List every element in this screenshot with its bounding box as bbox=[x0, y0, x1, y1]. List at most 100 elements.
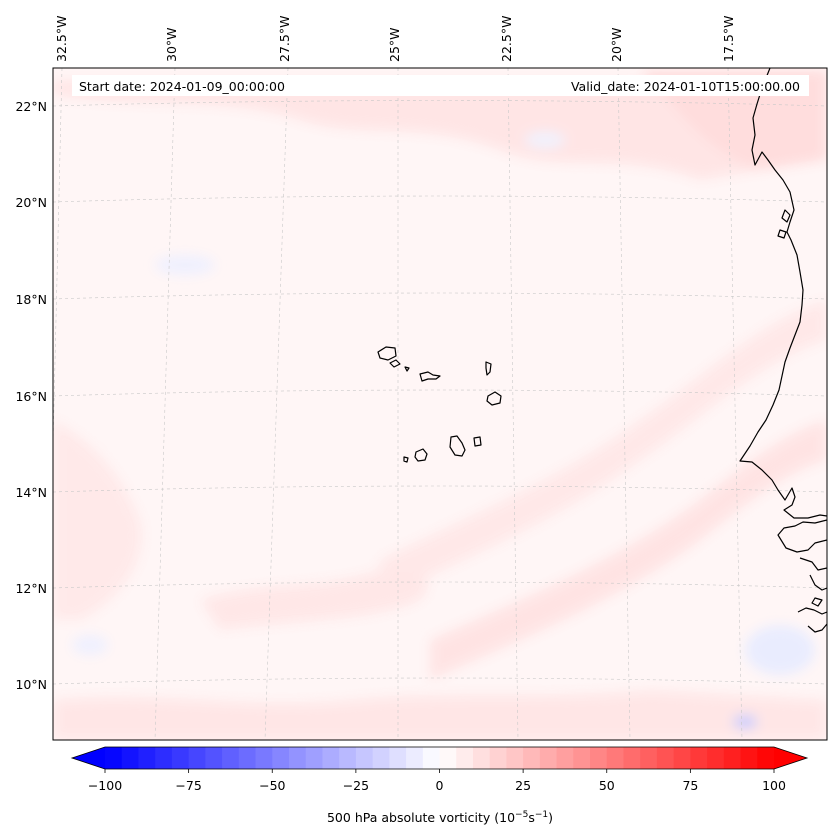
colorbar-segment bbox=[707, 747, 725, 769]
lat-label-10n: 10°N bbox=[15, 677, 47, 692]
island-fogo bbox=[414, 448, 428, 462]
coastline bbox=[739, 68, 827, 633]
colorbar-segment bbox=[590, 747, 608, 769]
parallel-20n bbox=[53, 195, 827, 203]
cb-tick-label: 75 bbox=[682, 778, 698, 793]
cb-tick-label: −25 bbox=[343, 778, 369, 793]
colorbar-segment bbox=[422, 747, 441, 769]
map-frame bbox=[52, 67, 828, 741]
vorticity-band-diagonal-1 bbox=[380, 300, 827, 600]
colorbar-segment bbox=[472, 747, 491, 769]
graticule bbox=[53, 68, 827, 740]
colorbar-segment bbox=[121, 747, 140, 769]
lon-label-20w: 20°W bbox=[609, 27, 624, 62]
lat-label-20n: 20°N bbox=[15, 195, 47, 210]
colorbar-segment bbox=[138, 747, 156, 769]
cape-verde-islands bbox=[377, 346, 502, 463]
colorbar-segment bbox=[272, 747, 290, 769]
colorbar-segment bbox=[506, 747, 524, 769]
longitude-labels: 32.5°W 30°W 27.5°W 25°W 22.5°W 20°W 17.5… bbox=[54, 16, 736, 62]
lat-label-16n: 16°N bbox=[15, 389, 47, 404]
vorticity-blue-patch-5 bbox=[733, 715, 757, 729]
meridian-22-5w bbox=[507, 68, 519, 740]
colorbar-extend-min bbox=[72, 747, 105, 769]
colorbar-ticks bbox=[104, 769, 775, 773]
cb-tick-label: 25 bbox=[515, 778, 531, 793]
africa-coastline bbox=[739, 68, 827, 519]
colorbar-tick-labels: −100 −75 −50 −25 0 25 50 75 100 bbox=[88, 778, 786, 793]
colorbar-segment bbox=[640, 747, 658, 769]
cb-tick-label: −100 bbox=[88, 778, 122, 793]
colorbar-segment bbox=[188, 747, 206, 769]
parallel-12n bbox=[53, 581, 827, 589]
colorbar-segment bbox=[556, 747, 574, 769]
vorticity-blue-patch-3 bbox=[72, 635, 108, 655]
cb-tick-label: 0 bbox=[436, 778, 444, 793]
colorbar-segment bbox=[523, 747, 541, 769]
vorticity-band-mid bbox=[200, 567, 428, 630]
island-santiago bbox=[449, 435, 466, 457]
colorbar-segment bbox=[389, 747, 407, 769]
vorticity-blue-patch-4 bbox=[745, 625, 815, 675]
colorbar-segment bbox=[288, 747, 307, 769]
colorbar-segment bbox=[723, 747, 742, 769]
start-date-label: Start date: 2024-01-09_00:00:00 bbox=[79, 79, 285, 94]
meridian-20w bbox=[617, 68, 631, 740]
coast-bissau bbox=[777, 519, 827, 553]
vorticity-blue-patch-1 bbox=[155, 255, 215, 275]
colorbar: −100 −75 −50 −25 0 25 50 75 100 500 hPa … bbox=[70, 746, 809, 825]
vorticity-band-west bbox=[53, 420, 142, 620]
cb-tick-label: 100 bbox=[762, 778, 786, 793]
colorbar-segment bbox=[656, 747, 675, 769]
colorbar-segment bbox=[740, 747, 758, 769]
lon-label-22-5w: 22.5°W bbox=[499, 16, 514, 62]
colorbar-segment bbox=[171, 747, 190, 769]
cb-tick-label: 50 bbox=[599, 778, 615, 793]
island-santo-antao bbox=[377, 346, 397, 361]
colorbar-segment bbox=[606, 747, 625, 769]
vorticity-band-south bbox=[53, 690, 827, 740]
map-panel bbox=[53, 68, 827, 740]
colorbar-label: 500 hPa absolute vorticity (10−5s−1) bbox=[327, 810, 553, 825]
cb-tick-label: −50 bbox=[259, 778, 285, 793]
colorbar-segment bbox=[439, 747, 457, 769]
parallel-10n bbox=[53, 677, 827, 685]
island-maio bbox=[473, 436, 482, 447]
lon-label-25w: 25°W bbox=[387, 27, 402, 62]
island-santa-luzia bbox=[404, 366, 410, 372]
colorbar-segment bbox=[105, 747, 123, 769]
colorbar-segment bbox=[339, 747, 357, 769]
vorticity-band-north bbox=[53, 80, 760, 180]
colorbar-segment bbox=[456, 747, 474, 769]
colorbar-segment bbox=[489, 747, 508, 769]
cb-tick-label: −75 bbox=[175, 778, 201, 793]
island-sao-vicente bbox=[389, 359, 401, 368]
coast-guinea-2 bbox=[809, 574, 827, 591]
island-sao-nicolau bbox=[419, 371, 441, 382]
colorbar-segment bbox=[690, 747, 708, 769]
parallel-16n bbox=[53, 389, 827, 397]
lat-label-18n: 18°N bbox=[15, 292, 47, 307]
colorbar-segment bbox=[673, 747, 691, 769]
coast-islet-south bbox=[811, 597, 823, 607]
colorbar-segment bbox=[406, 747, 424, 769]
colorbar-segment bbox=[623, 747, 641, 769]
vorticity-band-diagonal-2 bbox=[430, 420, 827, 680]
lat-label-12n: 12°N bbox=[15, 581, 47, 596]
coast-sierra-leone bbox=[807, 623, 827, 633]
island-sal bbox=[485, 361, 492, 376]
info-box bbox=[72, 75, 809, 96]
colorbar-segment bbox=[355, 747, 374, 769]
valid-date-label: Valid_date: 2024-01-10T15:00:00.00 bbox=[571, 79, 800, 94]
colorbar-segment bbox=[539, 747, 558, 769]
island-brava bbox=[403, 456, 409, 463]
lat-label-14n: 14°N bbox=[15, 485, 47, 500]
coast-guinea-1 bbox=[799, 557, 827, 571]
colorbar-segment bbox=[205, 747, 223, 769]
colorbar-segment bbox=[255, 747, 273, 769]
vorticity-blue-patch-2 bbox=[525, 132, 565, 148]
lon-label-30w: 30°W bbox=[164, 27, 179, 62]
parallel-18n bbox=[53, 292, 827, 300]
parallel-14n bbox=[53, 485, 827, 493]
